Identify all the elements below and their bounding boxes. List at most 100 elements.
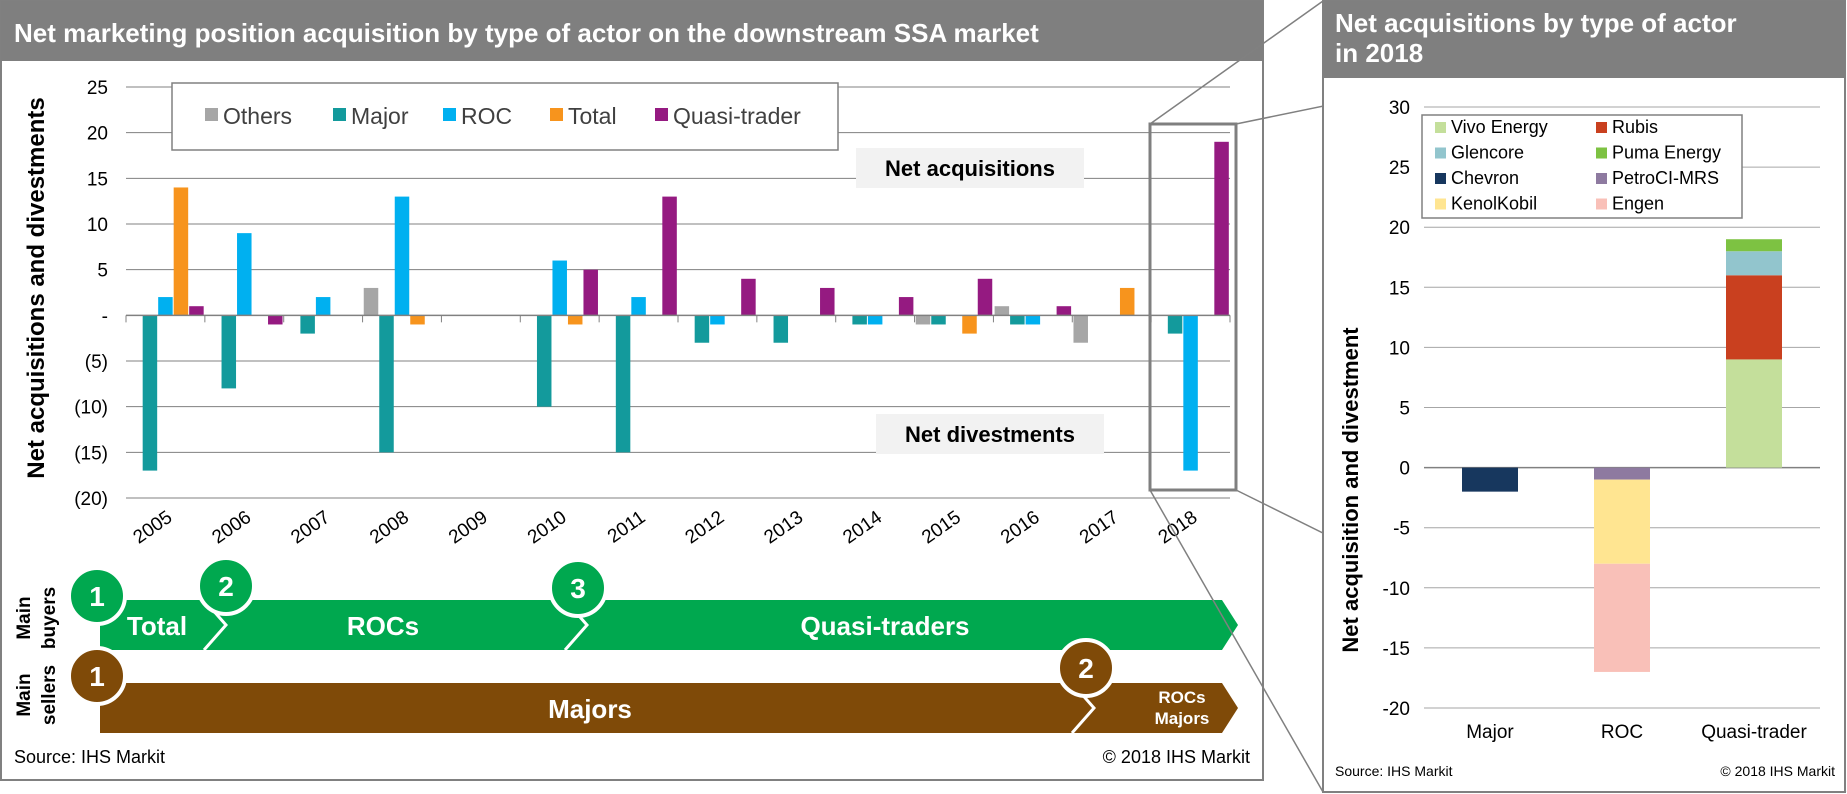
right-y-tick-label: 5	[1399, 399, 1410, 420]
bar-quasi-trader-2014	[898, 297, 914, 316]
left-y-tick-label: 10	[87, 215, 108, 236]
right-chart-legend: Vivo Energy Rubis Glencore Puma Energy Chevr…	[1435, 117, 1721, 214]
zoom-connector-bottom-outer	[1149, 489, 1324, 793]
left-y-axis-title: Net acquisitions and divestments	[23, 97, 50, 478]
right-y-tick-label: 25	[1389, 158, 1410, 179]
legend-swatch-chevron	[1435, 173, 1446, 184]
right-y-tick-label: -10	[1383, 579, 1410, 600]
bar-major-2008	[379, 315, 394, 453]
legend-swatch-major	[333, 108, 346, 121]
legend-label-petroci-mrs: PetroCI-MRS	[1612, 168, 1719, 188]
left-y-tick-label: (15)	[74, 443, 108, 464]
sellers-stage-majors: Majors	[548, 694, 632, 724]
right-x-tick-label: Major	[1466, 722, 1514, 743]
zoom-connector-top-outer	[1149, 0, 1324, 125]
stack-chevron-major	[1462, 467, 1518, 492]
bar-others-2015	[915, 315, 931, 325]
right-y-tick-label: 0	[1399, 459, 1410, 480]
legend-swatch-petroci-mrs	[1596, 173, 1607, 184]
buyers-stage-quasi-traders: Quasi-traders	[800, 611, 969, 641]
legend-swatch-puma-energy	[1596, 147, 1607, 159]
bar-total-2008	[410, 315, 425, 325]
left-y-tick-label: 5	[97, 261, 108, 282]
bar-quasi-trader-2010	[583, 269, 598, 316]
buyers-step-3-badge: 3	[548, 558, 608, 618]
sellers-step-1-number: 1	[89, 661, 105, 692]
left-chart-title: Net marketing position acquisition by ty…	[14, 18, 1039, 48]
bar-quasi-trader-2005	[189, 306, 204, 316]
bar-roc-2010	[552, 260, 567, 316]
legend-label-glencore: Glencore	[1451, 143, 1524, 163]
left-copyright: © 2018 IHS Markit	[1103, 747, 1250, 767]
net-acquisitions-label: Net acquisitions	[885, 156, 1055, 181]
bar-roc-2014	[867, 315, 883, 325]
bar-major-2015	[931, 315, 946, 325]
left-source: Source: IHS Markit	[14, 747, 165, 767]
stack-glencore-quasi-trader	[1726, 251, 1782, 276]
stack-engen-roc	[1594, 563, 1650, 672]
legend-swatch-others	[205, 108, 218, 121]
right-y-tick-label: 10	[1389, 338, 1410, 359]
bar-roc-2012	[710, 315, 725, 325]
buyers-step-2-number: 2	[218, 571, 234, 602]
bar-major-2016	[1010, 315, 1025, 325]
bar-major-2006	[221, 315, 237, 389]
legend-label-vivo-energy: Vivo Energy	[1451, 117, 1548, 137]
legend-swatch-kenolkobil	[1435, 198, 1446, 210]
buyers-step-3-number: 3	[570, 573, 586, 604]
legend-label-major: Major	[351, 103, 409, 129]
bar-major-2007	[300, 315, 315, 334]
legend-label-quasi-trader: Quasi-trader	[673, 103, 801, 129]
left-y-tick-label: 25	[87, 78, 108, 99]
bar-total-2005	[173, 187, 189, 316]
buyers-step-2-badge: 2	[196, 556, 256, 616]
sellers-step-2-badge: 2	[1056, 638, 1116, 698]
right-y-tick-label: -5	[1393, 519, 1410, 540]
left-legend-box	[171, 82, 839, 151]
right-source: Source: IHS Markit	[1335, 763, 1453, 779]
left-y-tick-label: -	[102, 306, 108, 327]
legend-swatch-total	[550, 108, 563, 121]
bar-major-2014	[852, 315, 867, 325]
right-y-tick-label: 20	[1389, 218, 1410, 239]
bar-quasi-trader-2015	[977, 278, 993, 316]
bar-roc-2016	[1025, 315, 1041, 325]
bar-others-2008	[363, 287, 379, 316]
buyers-stage-rocs: ROCs	[347, 611, 419, 641]
bar-total-2017	[1119, 287, 1135, 316]
stack-rubis-quasi-trader	[1726, 275, 1782, 360]
sellers-arrow	[100, 683, 1238, 733]
right-chart-title: Net acquisitions by type of actor in 2018	[1335, 8, 1737, 68]
legend-label-puma-energy: Puma Energy	[1612, 143, 1721, 163]
left-panel-title-bar	[1, 1, 1263, 61]
left-y-tick-label: (20)	[74, 489, 108, 510]
sellers-step-2-number: 2	[1078, 653, 1094, 684]
legend-swatch-rubis	[1596, 122, 1607, 133]
timeline: Main buyers Main sellers Total ROCs Quas…	[14, 556, 1238, 734]
bar-roc-2007	[315, 297, 331, 316]
sellers-row-label-line1: Main	[14, 673, 35, 716]
buyers-row-label-line2: buyers	[39, 587, 60, 649]
left-y-tick-label: (5)	[85, 352, 108, 373]
bar-major-2010	[536, 315, 552, 407]
bar-others-2016	[994, 306, 1010, 316]
buyers-row-label-line1: Main	[14, 596, 35, 639]
left-y-tick-label: 15	[87, 169, 108, 190]
highlight-2018-box	[1148, 122, 1238, 492]
right-panel-title-bar	[1323, 1, 1845, 78]
legend-swatch-engen	[1596, 198, 1607, 210]
bar-roc-2008	[394, 196, 410, 316]
legend-label-roc: ROC	[461, 103, 512, 129]
bar-quasi-trader-2011	[662, 196, 677, 316]
buyers-step-1-number: 1	[89, 581, 105, 612]
bar-quasi-trader-2016	[1056, 306, 1072, 316]
bar-roc-2018	[1183, 315, 1198, 471]
left-y-tick-label: (10)	[74, 398, 108, 419]
legend-swatch-glencore	[1435, 147, 1446, 159]
bar-total-2010	[567, 315, 583, 325]
bar-major-2018	[1167, 315, 1183, 334]
right-chart-plot: -20 -15 -10 -5 0 5 10 15 20 25 30 Major ROC Quasi-tra…	[1383, 98, 1820, 743]
right-y-axis-title: Net acquisition and divestment	[1338, 327, 1363, 653]
net-divestments-label-bg	[876, 414, 1104, 454]
bar-quasi-trader-2013	[820, 287, 835, 316]
